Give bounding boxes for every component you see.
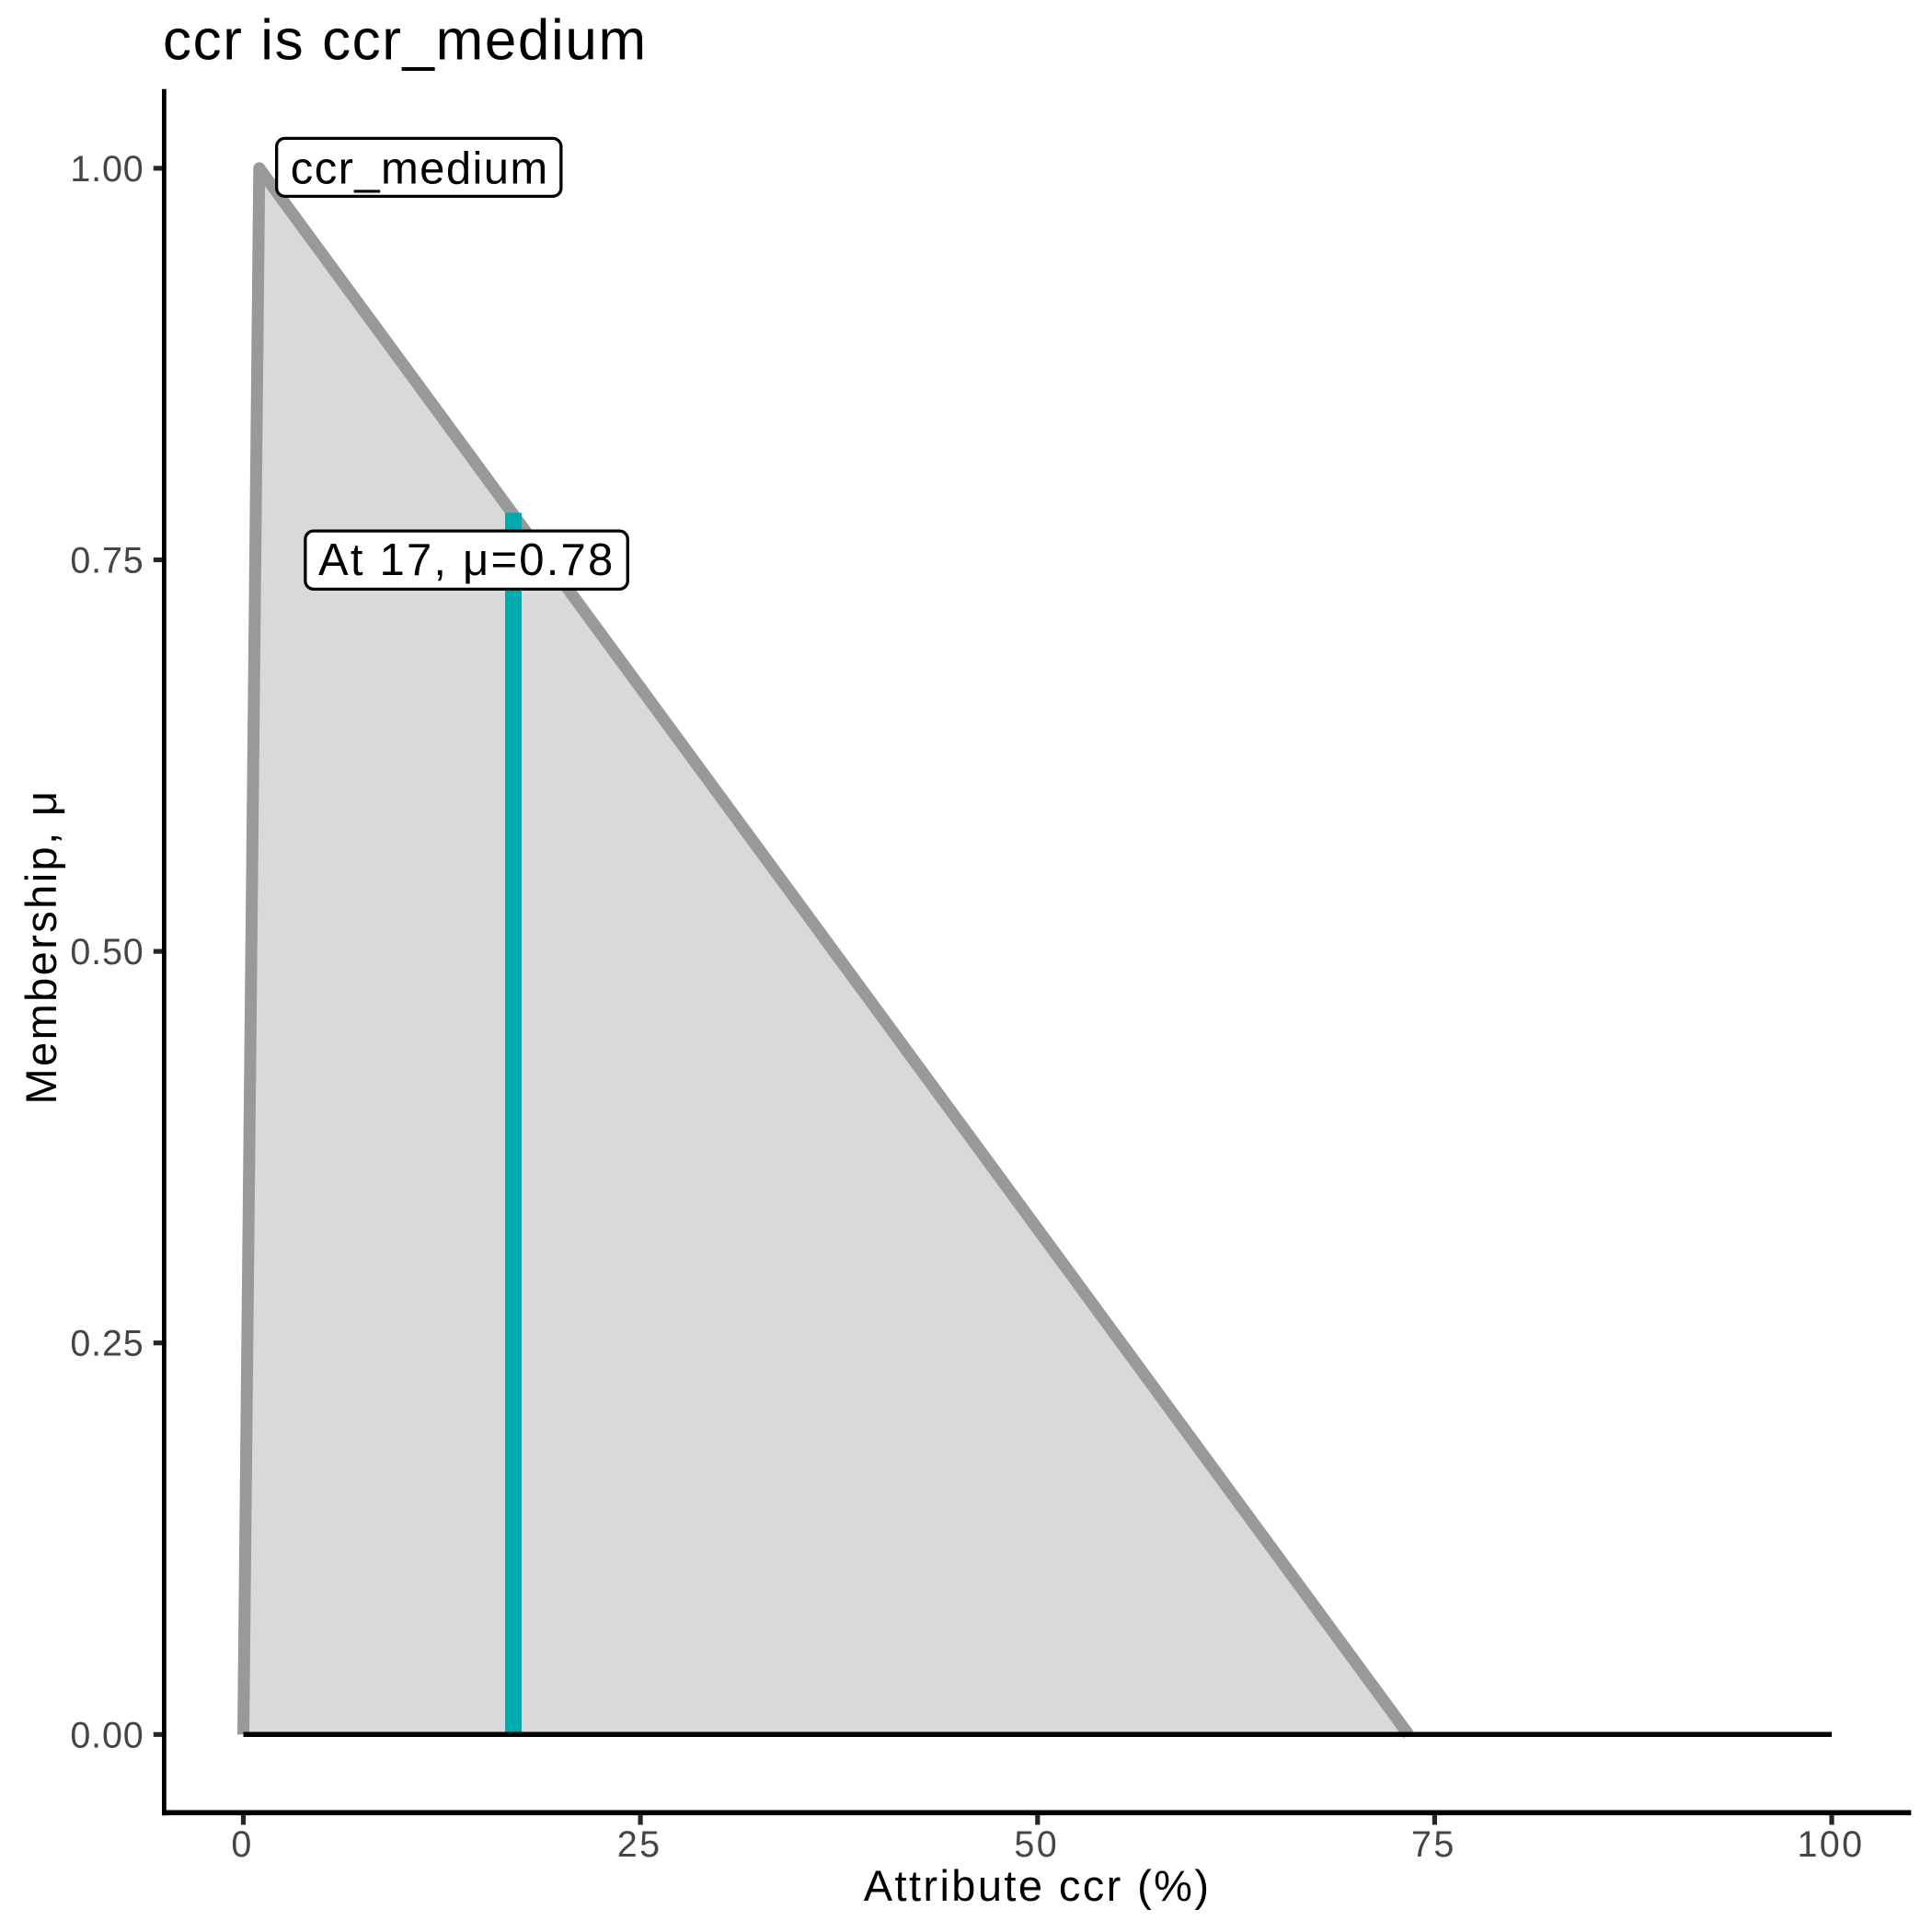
svg-text:50: 50	[1014, 1824, 1059, 1865]
svg-text:100: 100	[1797, 1824, 1864, 1865]
svg-text:At 17, μ=0.78: At 17, μ=0.78	[318, 535, 615, 585]
svg-text:0.50: 0.50	[70, 932, 144, 972]
svg-text:ccr_medium: ccr_medium	[291, 144, 549, 193]
svg-text:ccr is ccr_medium: ccr is ccr_medium	[163, 9, 648, 73]
svg-text:Attribute ccr (%): Attribute ccr (%)	[864, 1861, 1212, 1910]
svg-text:75: 75	[1411, 1824, 1456, 1865]
svg-text:0.25: 0.25	[70, 1324, 144, 1364]
svg-text:0.75: 0.75	[70, 541, 144, 581]
svg-text:1.00: 1.00	[70, 149, 144, 190]
svg-text:Membership, μ: Membership, μ	[17, 789, 65, 1105]
svg-text:0.00: 0.00	[70, 1715, 144, 1755]
svg-text:0: 0	[231, 1824, 253, 1865]
svg-text:25: 25	[617, 1824, 662, 1865]
